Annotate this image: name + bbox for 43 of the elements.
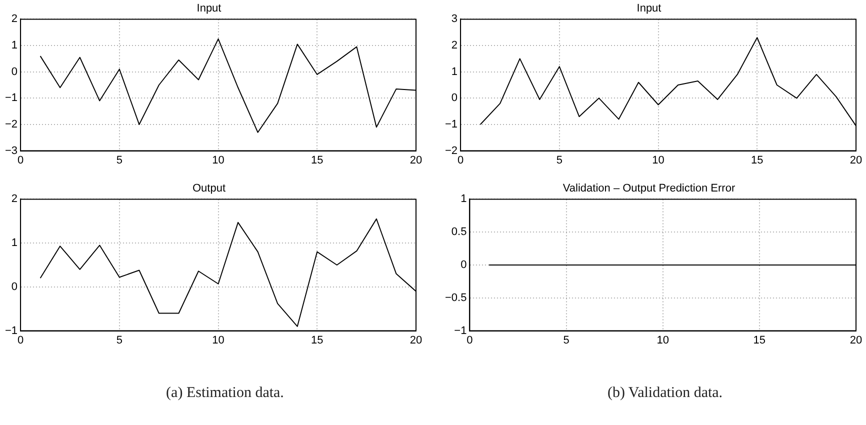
chart-title: Validation – Output Prediction Error: [562, 182, 736, 195]
chart-title: Input: [636, 2, 662, 15]
y-tick-label: 2: [11, 13, 18, 26]
y-tick-label: 3: [451, 13, 458, 26]
y-tick-label: −0.5: [444, 292, 467, 304]
y-tick-label: 2: [11, 193, 18, 206]
y-tick-label: −1: [454, 324, 467, 337]
x-tick-label: 10: [652, 154, 664, 166]
x-tick-label: 5: [556, 154, 562, 166]
y-tick-label: 1: [11, 237, 18, 250]
y-tick-label: 0: [11, 66, 18, 78]
x-tick-label: 15: [753, 334, 766, 346]
x-tick-label: 10: [212, 154, 224, 166]
text: (a) Estimation data.: [166, 385, 284, 402]
x-tick-label: 5: [116, 154, 122, 166]
x-tick-label: 20: [410, 334, 422, 346]
x-tick-label: 5: [116, 334, 122, 346]
x-tick-label: 15: [311, 154, 324, 166]
y-tick-label: 1: [451, 66, 458, 78]
y-tick-label: 0: [460, 259, 467, 272]
y-tick-label: −2: [4, 118, 18, 131]
x-tick-label: 20: [850, 334, 862, 346]
y-tick-label: 0.5: [451, 226, 467, 238]
x-tick-label: 10: [656, 334, 669, 346]
x-tick-label: 20: [850, 154, 862, 166]
x-tick-label: 15: [311, 334, 324, 346]
y-tick-label: −3: [4, 144, 18, 157]
x-tick-label: 20: [410, 154, 422, 166]
x-tick-label: 15: [751, 154, 764, 166]
x-tick-label: 10: [212, 334, 224, 346]
y-tick-label: 0: [11, 280, 18, 293]
y-tick-label: 1: [460, 193, 467, 206]
chart-title: Input: [196, 2, 222, 15]
y-tick-label: 2: [451, 40, 458, 52]
y-tick-label: −1: [4, 92, 18, 104]
y-tick-label: 1: [11, 40, 18, 52]
chart-title: Output: [192, 182, 226, 195]
text: (b) Validation data.: [607, 385, 723, 402]
y-tick-label: 0: [451, 92, 458, 104]
y-tick-label: −2: [444, 144, 458, 157]
y-tick-label: −1: [444, 118, 458, 131]
y-tick-label: −1: [4, 324, 18, 337]
x-tick-label: 5: [563, 334, 570, 346]
